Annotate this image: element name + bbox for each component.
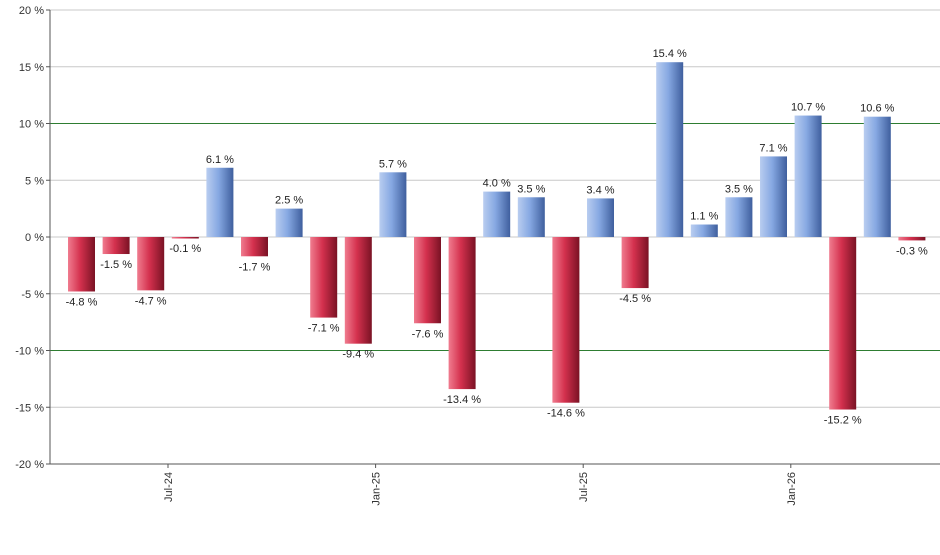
- data-label: 15.4 %: [653, 48, 687, 60]
- data-label: -14.6 %: [547, 408, 585, 420]
- data-label: 2.5 %: [275, 195, 303, 207]
- bar: [517, 197, 545, 237]
- data-label: -1.7 %: [239, 261, 271, 273]
- bar: [760, 156, 787, 237]
- data-label: -4.8 %: [66, 296, 98, 308]
- y-tick-label: -15 %: [15, 402, 44, 414]
- bar: [587, 198, 614, 237]
- data-label: -4.7 %: [135, 295, 167, 307]
- bar: [310, 237, 338, 318]
- y-tick-label: 15 %: [19, 62, 44, 74]
- bar: [829, 237, 857, 410]
- y-tick-label: -5 %: [21, 289, 44, 301]
- data-label: 4.0 %: [483, 178, 511, 190]
- data-label: -7.1 %: [308, 323, 340, 335]
- data-labels: -4.8 % -1.5 % -4.7 % -0.1 % 6.1 % -1.7 % 2.5 %…: [66, 48, 928, 426]
- y-tick-label: 0 %: [25, 232, 44, 244]
- data-label: -15.2 %: [824, 415, 862, 427]
- bars: [68, 62, 926, 410]
- data-label: 5.7 %: [379, 158, 407, 170]
- bar: [137, 237, 165, 291]
- x-tick-label: Jan-26: [786, 472, 798, 506]
- bar: [171, 237, 199, 239]
- x-tick-label: Jul-24: [163, 472, 175, 502]
- bar: [379, 172, 407, 237]
- bar: [448, 237, 476, 390]
- data-label: 3.4 %: [586, 184, 614, 196]
- data-label: 6.1 %: [206, 154, 234, 166]
- bar: [344, 237, 372, 344]
- data-label: 3.5 %: [725, 183, 753, 195]
- data-label: -1.5 %: [100, 259, 132, 271]
- data-label: 1.1 %: [690, 211, 718, 223]
- bar: [102, 237, 130, 255]
- bar: [794, 115, 822, 237]
- data-label: -13.4 %: [443, 394, 481, 406]
- data-label: 10.7 %: [791, 102, 825, 114]
- x-tick-label: Jan-25: [371, 472, 383, 506]
- bar: [656, 62, 684, 238]
- axes: -20 % -15 % -10 % -5 % 0 % 5 % 10 % 15 % 20 % Jul…: [15, 5, 940, 506]
- data-label: -4.5 %: [619, 293, 651, 305]
- bar: [414, 237, 441, 324]
- y-tick-label: 10 %: [19, 119, 44, 131]
- x-tick-label: Jul-25: [578, 472, 590, 502]
- bar: [690, 224, 718, 237]
- bar: [621, 237, 649, 289]
- data-label: -0.1 %: [169, 243, 201, 255]
- data-label: -0.3 %: [896, 245, 928, 257]
- bar: [206, 167, 234, 237]
- y-tick-label: -10 %: [15, 346, 44, 358]
- bar: [483, 191, 511, 237]
- bar: [68, 237, 95, 292]
- y-tick-label: 5 %: [25, 175, 44, 187]
- data-label: -7.6 %: [412, 328, 444, 340]
- data-label: 10.6 %: [860, 103, 894, 115]
- bar: [725, 197, 753, 237]
- bar: [552, 237, 580, 403]
- bar: [863, 116, 891, 237]
- y-tick-label: -20 %: [15, 459, 44, 471]
- y-tick-label: 20 %: [19, 5, 44, 17]
- bar: [898, 237, 926, 241]
- bar: [275, 208, 303, 237]
- bar: [241, 237, 268, 257]
- data-label: -9.4 %: [342, 349, 374, 361]
- data-label: 3.5 %: [517, 183, 545, 195]
- data-label: 7.1 %: [759, 142, 787, 154]
